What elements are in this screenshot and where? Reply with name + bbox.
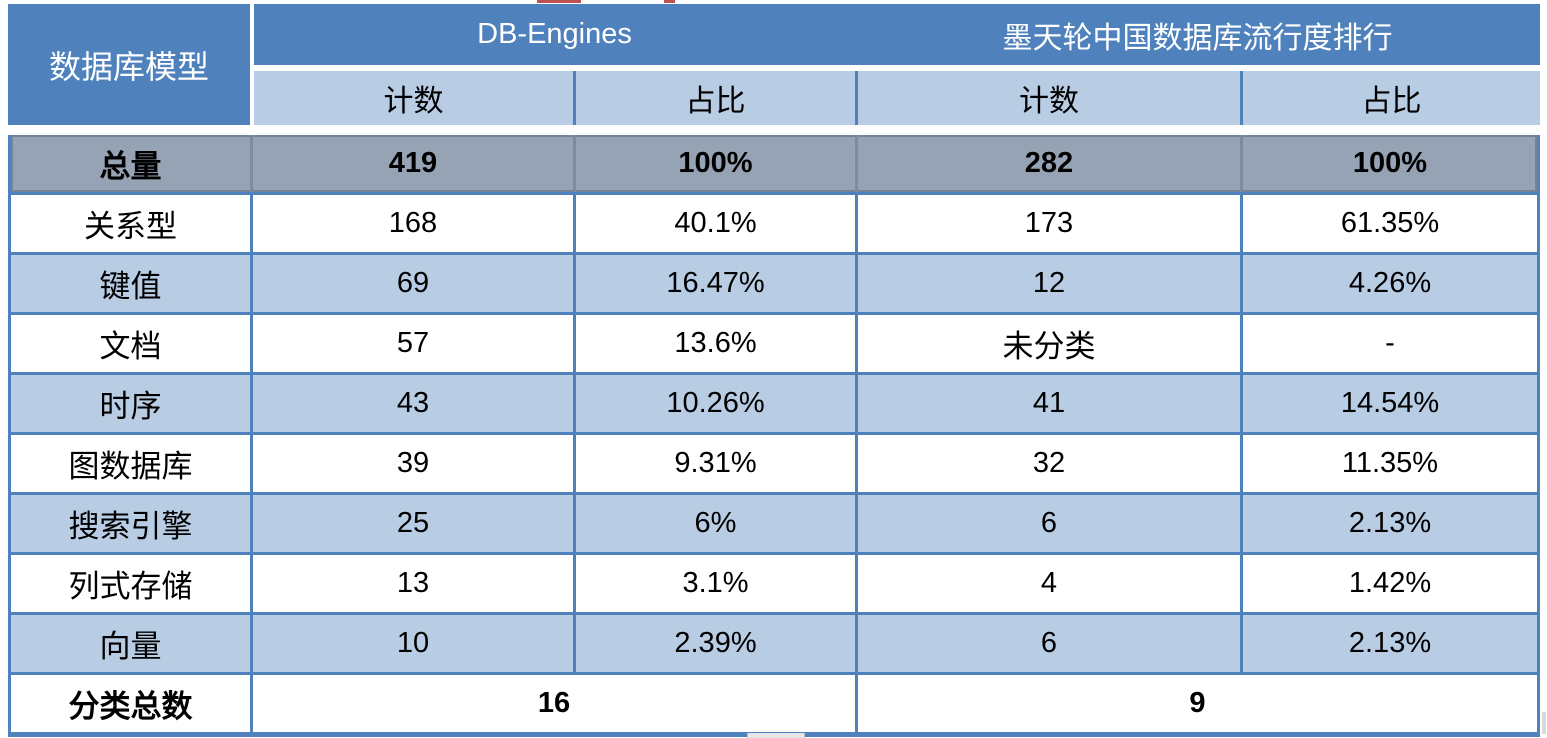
row-label: 搜索引擎 <box>68 509 193 544</box>
scrollbar-fragment[interactable] <box>747 733 805 738</box>
cell-value: 61.35% <box>1240 195 1537 252</box>
subheader-row: 计数 占比 计数 占比 <box>254 71 1540 125</box>
row-label: 向量 <box>99 629 162 664</box>
cell-value: 10.26% <box>573 375 855 432</box>
cell-value: 41 <box>855 375 1240 432</box>
database-model-comparison-table: 数据库模型 DB-Engines 墨天轮中国数据库流行度排行 计数 占比 计数 … <box>8 4 1540 737</box>
cell-value: 419 <box>250 135 573 192</box>
cell-value: 4 <box>855 555 1240 612</box>
cell-value: 69 <box>250 255 573 312</box>
cell-value: 39 <box>250 435 573 492</box>
table-row-key-value: 键值 69 16.47% 12 4.26% <box>11 252 1537 312</box>
cell-value: 13.6% <box>573 315 855 372</box>
cell-value: 11.35% <box>1240 435 1537 492</box>
table-row-document: 文档 57 13.6% 未分类 - <box>11 312 1537 372</box>
cell-value: 40.1% <box>573 195 855 252</box>
subheader-share-1: 占比 <box>573 71 855 125</box>
table-body: 总量 419 100% 282 100% 关系型 168 40.1% 173 6… <box>8 135 1540 737</box>
cell-value: 3.1% <box>573 555 855 612</box>
cell-value: 168 <box>250 195 573 252</box>
cell-value: 13 <box>250 555 573 612</box>
cell-value: 未分类 <box>855 315 1240 372</box>
row-label: 图数据库 <box>68 449 193 484</box>
row-label: 总量 <box>99 149 162 184</box>
cell-value: 9.31% <box>573 435 855 492</box>
cell-value: 16.47% <box>573 255 855 312</box>
cell-value: 43 <box>250 375 573 432</box>
row-label: 列式存储 <box>68 569 193 604</box>
cell-value: 6 <box>855 495 1240 552</box>
cell-db-engines-category-total: 16 <box>250 675 855 732</box>
table-row-graph: 图数据库 39 9.31% 32 11.35% <box>11 432 1537 492</box>
row-label: 时序 <box>99 389 162 424</box>
cell-value: 14.54% <box>1240 375 1537 432</box>
cell-value: 10 <box>250 615 573 672</box>
cell-value: 2.13% <box>1240 615 1537 672</box>
cell-value: 12 <box>855 255 1240 312</box>
header-divider <box>250 4 254 125</box>
cropped-red-text-artifact <box>664 0 675 3</box>
cell-value: 6% <box>573 495 855 552</box>
table-row-category-total: 分类总数 16 9 <box>11 672 1537 732</box>
subheader-count-2: 计数 <box>855 71 1240 125</box>
cell-value: 32 <box>855 435 1240 492</box>
cell-value: 57 <box>250 315 573 372</box>
cell-value: 25 <box>250 495 573 552</box>
table-header: 数据库模型 DB-Engines 墨天轮中国数据库流行度排行 计数 占比 计数 … <box>8 4 1540 125</box>
group-header-db-engines: DB-Engines <box>477 18 632 50</box>
table-row-total: 总量 419 100% 282 100% <box>11 135 1537 192</box>
corner-header-cell: 数据库模型 <box>8 4 250 125</box>
table-row-time-series: 时序 43 10.26% 41 14.54% <box>11 372 1537 432</box>
row-label: 分类总数 <box>68 689 193 724</box>
cell-value: 100% <box>1240 135 1537 192</box>
cell-value: 173 <box>855 195 1240 252</box>
row-label: 文档 <box>99 329 162 364</box>
row-label: 关系型 <box>84 209 177 244</box>
subheader-count-1: 计数 <box>254 71 573 125</box>
row-label: 键值 <box>99 269 162 304</box>
table-row-column-store: 列式存储 13 3.1% 4 1.42% <box>11 552 1537 612</box>
table-row-search-engine: 搜索引擎 25 6% 6 2.13% <box>11 492 1537 552</box>
header-right-block: DB-Engines 墨天轮中国数据库流行度排行 计数 占比 计数 占比 <box>254 4 1540 125</box>
cell-value: - <box>1240 315 1537 372</box>
cell-value: 282 <box>855 135 1240 192</box>
group-header-row: DB-Engines 墨天轮中国数据库流行度排行 <box>254 4 1540 65</box>
cell-value: 6 <box>855 615 1240 672</box>
cell-modb-category-total: 9 <box>855 675 1537 732</box>
cell-value: 1.42% <box>1240 555 1537 612</box>
cell-value: 4.26% <box>1240 255 1537 312</box>
group-header-modb-ranking: 墨天轮中国数据库流行度排行 <box>1002 21 1393 55</box>
cell-value: 100% <box>573 135 855 192</box>
scrollbar-edge-fragment <box>1542 712 1546 734</box>
subheader-share-2: 占比 <box>1240 71 1540 125</box>
cell-value: 2.13% <box>1240 495 1537 552</box>
table-row-vector: 向量 10 2.39% 6 2.13% <box>11 612 1537 672</box>
cropped-red-text-artifact <box>537 0 581 3</box>
cell-value: 2.39% <box>573 615 855 672</box>
table-row-relational: 关系型 168 40.1% 173 61.35% <box>11 192 1537 252</box>
